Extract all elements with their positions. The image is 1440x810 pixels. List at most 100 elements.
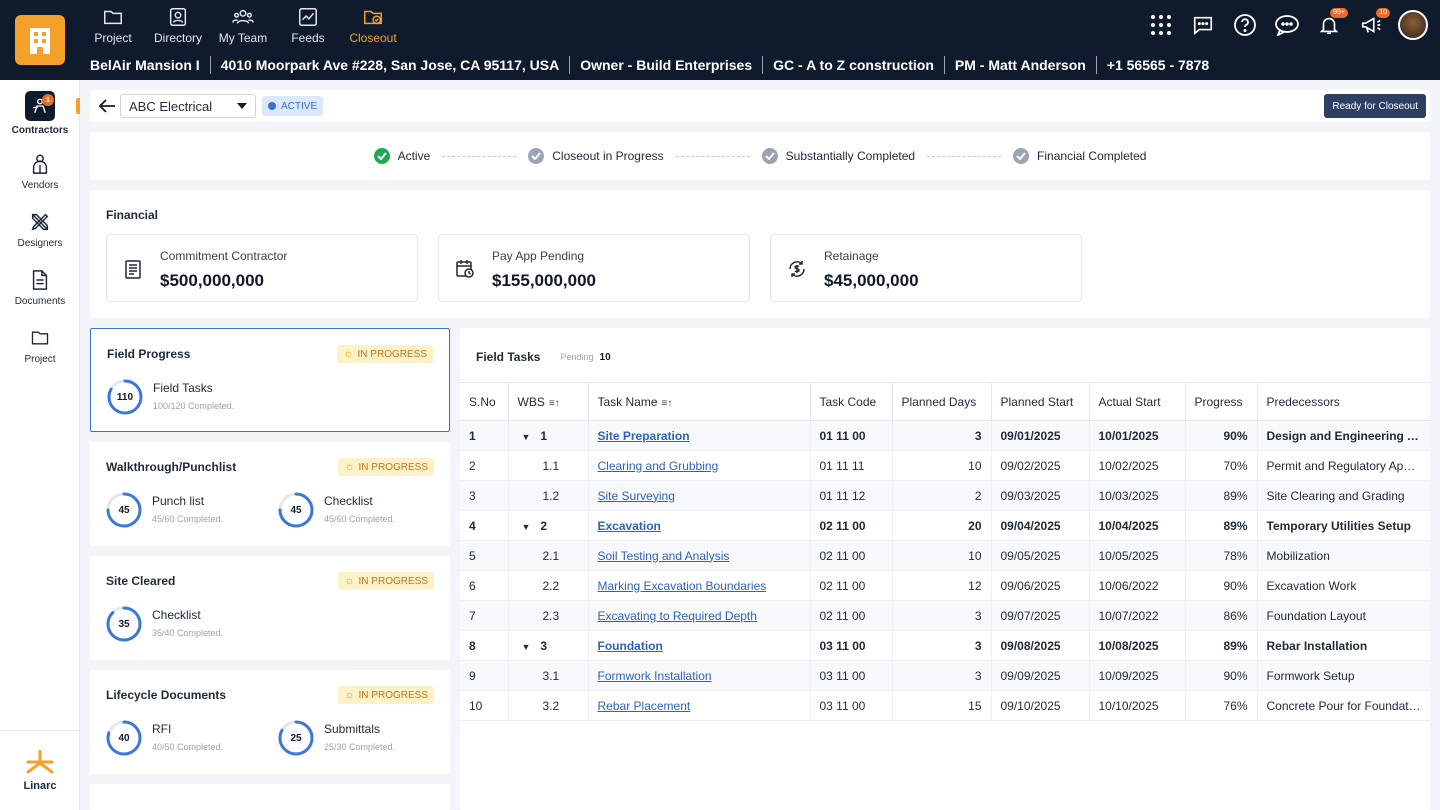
user-avatar[interactable] [1398,10,1428,40]
cell-predecessors: Rebar Installation [1257,630,1430,661]
field-progress-card[interactable]: Field Progress ☼ IN PROGRESS 110 Field Ta… [90,328,450,432]
help-icon[interactable] [1230,10,1260,40]
column-header[interactable]: Planned Start [991,382,1090,421]
sidebar-item-project[interactable]: Project [0,316,80,374]
walkthrough-card[interactable]: Walkthrough/Punchlist ☼ IN PROGRESS 45 Pu… [90,442,450,546]
cell-text: Excavation [597,518,661,533]
nav-feeds[interactable]: Feeds [277,0,339,48]
ring-fill [106,492,142,528]
project-gc: GC - A to Z construction [773,57,934,73]
apps-grid-icon[interactable] [1146,10,1176,40]
metric-subtext: 40/50 Completed. [152,742,224,752]
cell-text: 10/06/2022 [1098,578,1159,593]
sort-icon[interactable]: ≡↑ [548,397,560,409]
cell-actual-start: 10/04/2025 [1089,510,1186,541]
notification-bell-icon[interactable]: 99+ [1314,8,1348,40]
sort-icon[interactable]: ≡↑ [661,397,673,409]
caret-down-icon [237,103,247,109]
column-header[interactable]: Actual Start [1089,382,1186,421]
pay-app-card[interactable]: Pay App Pending $155,000,000 [438,234,750,302]
cell-text: Mobilization [1266,548,1330,563]
retainage-card[interactable]: Retainage $45,000,000 [770,234,1082,302]
sidebar-item-documents[interactable]: Documents [0,258,80,316]
cell-progress: 89% [1185,510,1258,541]
chat-icon[interactable] [1272,10,1302,40]
table-row[interactable]: 10 3.2 Rebar Placement 03 11 00 15 09/10/2025… [460,690,1430,721]
announcement-icon[interactable]: 10 [1356,8,1390,40]
cell-task-name[interactable]: Foundation [588,630,811,661]
step-closeout-in-progress: Closeout in Progress [528,148,664,164]
progress-ring: 40 [106,720,142,756]
metric-name: Field Tasks [153,381,213,395]
table-row[interactable]: 9 3.1 Formwork Installation 03 11 00 3 09/09/… [460,660,1430,691]
project-owner: Owner - Build Enterprises [580,57,753,73]
cell-predecessors: Excavation Work [1257,570,1430,601]
lifecycle-documents-card[interactable]: Lifecycle Documents ☼ IN PROGRESS 40 RFI … [90,670,450,774]
message-icon[interactable] [1188,10,1218,40]
checklist-metric[interactable]: 35 Checklist 35/40 Completed. [106,606,276,646]
brand-logo: Linarc [0,730,80,810]
announcement-badge: 10 [1376,8,1390,18]
cell-task-name[interactable]: Clearing and Grubbing [588,450,811,481]
caret-down-icon[interactable]: ▼ [521,641,531,652]
submittals-metric[interactable]: 25 Submittals 25/30 Completed. [278,720,448,760]
caret-down-icon[interactable]: ▼ [521,521,531,532]
cell-task-name[interactable]: Rebar Placement [588,690,811,721]
next-card[interactable] [90,784,450,810]
cell-planned-days: 2 [892,480,992,511]
ready-for-closeout-button[interactable]: Ready for Closeout [1324,94,1426,118]
cell-task-name[interactable]: Marking Excavation Boundaries [588,570,811,601]
cell-text: Rebar Placement [597,698,691,713]
status-dot [268,102,276,110]
field-tasks-metric[interactable]: 110 Field Tasks 100/120 Completed. [107,379,277,419]
sidebar-item-contractors[interactable]: 1 Contractors [0,84,80,142]
table-row[interactable]: 3 1.2 Site Surveying 01 11 12 2 09/03/2025 10/… [460,480,1430,511]
checklist-metric[interactable]: 45 Checklist 45/60 Completed. [278,492,448,532]
rfi-metric[interactable]: 40 RFI 40/50 Completed. [106,720,276,760]
cell-task-name[interactable]: Excavating to Required Depth [588,600,811,631]
cell-task-code: 03 11 00 [810,660,893,691]
table-row[interactable]: 5 2.1 Soil Testing and Analysis 02 11 00 10 0… [460,540,1430,571]
nav-project[interactable]: Project [82,0,144,48]
nav-closeout[interactable]: Closeout [342,0,404,48]
sidebar-item-vendors[interactable]: Vendors [0,142,80,200]
table-row[interactable]: 4 ▼ 2 Excavation 02 11 00 20 09/04/2025 10/04/2… [460,510,1430,541]
column-header[interactable]: WBS ≡↑ [508,382,589,421]
nav-directory[interactable]: Directory [147,0,209,48]
ring-count: 45 [118,504,130,516]
table-row[interactable]: 1 ▼ 1 Site Preparation 01 11 00 3 09/01/2025 10… [460,420,1430,451]
cell-wbs: ▼ 2 [508,510,589,541]
punch-list-metric[interactable]: 45 Punch list 45/60 Completed. [106,492,276,532]
card-title: Walkthrough/Punchlist [106,460,237,474]
column-header[interactable]: Planned Days [892,382,992,421]
table-row[interactable]: 2 1.1 Clearing and Grubbing 01 11 11 10 09/02… [460,450,1430,481]
table-row[interactable]: 8 ▼ 3 Foundation 03 11 00 3 09/08/2025 10/08/20… [460,630,1430,661]
ring-count: 45 [290,504,302,516]
cell-text: Formwork Installation [597,668,712,683]
column-header[interactable]: Predecessors [1257,382,1430,421]
sidebar-collapse-tab[interactable] [76,98,80,114]
cell-task-name[interactable]: Site Surveying [588,480,811,511]
commitment-card[interactable]: Commitment Contractor $500,000,000 [106,234,418,302]
table-row[interactable]: 7 2.3 Excavating to Required Depth 02 11 00… [460,600,1430,631]
caret-down-icon[interactable]: ▼ [521,431,531,442]
cell-task-name[interactable]: Soil Testing and Analysis [588,540,811,571]
site-cleared-card[interactable]: Site Cleared ☼ IN PROGRESS 35 Checklist 3… [90,556,450,660]
column-header[interactable]: Progress [1185,382,1258,421]
in-progress-badge: ☼ IN PROGRESS [337,345,433,363]
cell-text: 02 11 00 [819,518,866,533]
sidebar-item-designers[interactable]: Designers [0,200,80,258]
card-value: $155,000,000 [492,271,596,290]
column-header[interactable]: S.No [460,382,509,421]
nav-my-team[interactable]: My Team [212,0,274,48]
cell-task-name[interactable]: Formwork Installation [588,660,811,691]
cell-text: 02 11 00 [819,578,866,593]
column-header[interactable]: Task Name ≡↑ [588,382,811,421]
table-row[interactable]: 6 2.2 Marking Excavation Boundaries 02 11 0… [460,570,1430,601]
contractor-select[interactable]: ABC Electrical [120,94,256,118]
app-logo[interactable] [0,0,80,80]
back-arrow-icon[interactable] [98,98,116,114]
cell-task-name[interactable]: Site Preparation [588,420,811,451]
cell-task-name[interactable]: Excavation [588,510,811,541]
column-header[interactable]: Task Code [810,382,893,421]
